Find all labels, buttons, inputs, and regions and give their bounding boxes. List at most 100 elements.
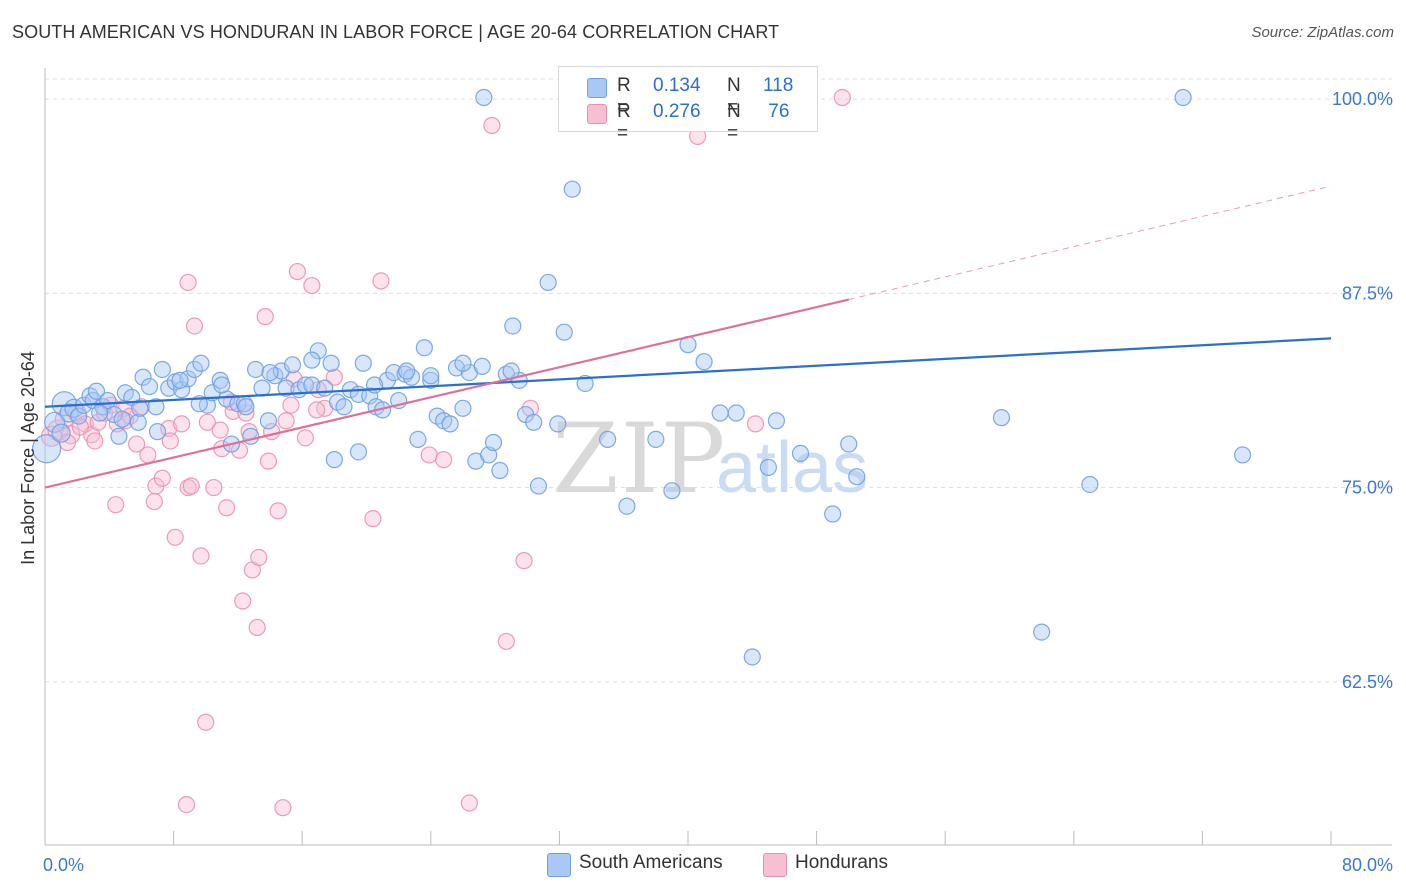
point-hondurans	[128, 435, 146, 453]
point-hondurans	[197, 713, 215, 731]
point-hondurans	[833, 88, 851, 107]
watermark: ZIP atlas	[552, 403, 868, 515]
axes	[44, 68, 1392, 846]
point-hondurans	[234, 592, 252, 610]
legend-r-label: R =	[617, 75, 631, 118]
y-tick-label: 75.0%	[1342, 478, 1393, 498]
point-hondurans	[308, 401, 326, 419]
point-south-americans	[171, 371, 189, 389]
point-south-americans	[325, 451, 343, 469]
point-south-americans	[484, 433, 503, 452]
point-south-americans	[1174, 88, 1192, 107]
point-south-americans	[246, 360, 265, 379]
point-south-americans	[422, 367, 440, 385]
y-tick-label: 100.0%	[1332, 89, 1393, 109]
grid-lines	[45, 78, 1392, 683]
point-south-americans	[422, 371, 440, 389]
point-hondurans	[515, 552, 533, 570]
legend-swatch-blue	[547, 853, 571, 877]
series-legend: South Americans Hondurans	[0, 852, 1406, 878]
trend-line-hondurans-extension	[848, 185, 1332, 301]
point-hondurans	[182, 477, 200, 495]
point-south-americans	[303, 351, 321, 369]
point-hondurans	[483, 116, 501, 135]
point-south-americans	[441, 415, 459, 433]
point-south-americans	[824, 505, 842, 523]
point-south-americans	[192, 354, 210, 372]
point-hondurans	[435, 451, 453, 469]
y-tick-label: 87.5%	[1342, 283, 1393, 303]
legend-label: South Americans	[579, 852, 723, 873]
point-south-americans	[599, 430, 617, 449]
point-hondurans	[185, 317, 204, 335]
point-hondurans	[161, 432, 179, 450]
point-hondurans	[364, 510, 382, 528]
legend-r-value: 0.134	[653, 75, 701, 96]
point-south-americans	[131, 399, 149, 417]
point-hondurans	[205, 478, 223, 497]
point-south-americans	[110, 427, 128, 445]
point-hondurans	[259, 452, 278, 470]
legend-swatch-pink	[587, 104, 607, 124]
point-south-americans	[91, 404, 109, 422]
point-south-americans	[32, 434, 62, 464]
legend-label: Hondurans	[795, 852, 888, 873]
x-tick-label: 0.0%	[43, 855, 84, 875]
tick-labels: 62.5% 75.0% 87.5% 100.0% 0.0% 80.0%	[43, 89, 1393, 875]
y-tick-label: 62.5%	[1342, 672, 1393, 692]
point-hondurans	[274, 799, 292, 817]
watermark-zip: ZIP	[552, 403, 727, 515]
point-south-americans	[309, 342, 327, 360]
trend-line-south-americans	[44, 337, 1332, 408]
y-axis-label: In Labor Force | Age 20-64	[18, 351, 38, 565]
point-hondurans	[420, 446, 438, 464]
point-hondurans	[277, 412, 295, 430]
point-south-americans	[415, 339, 433, 357]
chart-title: SOUTH AMERICAN VS HONDURAN IN LABOR FORC…	[12, 22, 780, 42]
point-south-americans	[1033, 623, 1051, 641]
point-south-americans	[529, 477, 548, 495]
point-hondurans	[192, 547, 210, 565]
point-south-americans	[549, 415, 567, 433]
point-south-americans	[491, 461, 509, 480]
point-south-americans	[563, 180, 581, 198]
point-south-americans	[148, 423, 167, 441]
point-south-americans	[261, 363, 279, 382]
point-south-americans	[409, 430, 427, 449]
legend-r-value: 0.276	[653, 101, 701, 122]
point-south-americans	[759, 458, 777, 476]
point-south-americans	[253, 379, 271, 397]
point-south-americans	[185, 360, 204, 379]
point-hondurans	[71, 418, 89, 436]
point-south-americans	[70, 407, 88, 425]
point-south-americans	[398, 362, 416, 380]
point-hondurans	[145, 492, 163, 511]
point-hondurans	[288, 262, 306, 281]
legend-n-label: N =	[727, 75, 741, 118]
point-south-americans	[322, 354, 340, 372]
point-south-americans	[663, 482, 681, 500]
x-tick-label: 80.0%	[1342, 855, 1393, 875]
point-south-americans	[242, 427, 260, 445]
point-hondurans	[269, 502, 287, 520]
point-hondurans	[211, 421, 229, 439]
point-south-americans	[992, 409, 1011, 427]
point-hondurans	[296, 429, 315, 447]
point-south-americans	[335, 398, 353, 416]
trend-line-hondurans	[44, 298, 850, 489]
point-hondurans	[248, 618, 266, 637]
point-south-americans	[791, 444, 810, 462]
point-south-americans	[361, 387, 379, 405]
point-south-americans	[727, 404, 745, 422]
point-south-americans	[354, 354, 372, 372]
point-south-americans	[1233, 446, 1252, 464]
point-hondurans	[153, 469, 171, 487]
point-south-americans	[283, 356, 302, 374]
point-south-americans	[316, 379, 334, 397]
stats-legend: R = 0.134 N = 118 R = 0.276 N = 76	[558, 66, 818, 144]
point-hondurans	[139, 446, 157, 464]
point-south-americans	[555, 323, 573, 341]
point-hondurans	[460, 794, 478, 812]
point-south-americans	[105, 405, 123, 424]
